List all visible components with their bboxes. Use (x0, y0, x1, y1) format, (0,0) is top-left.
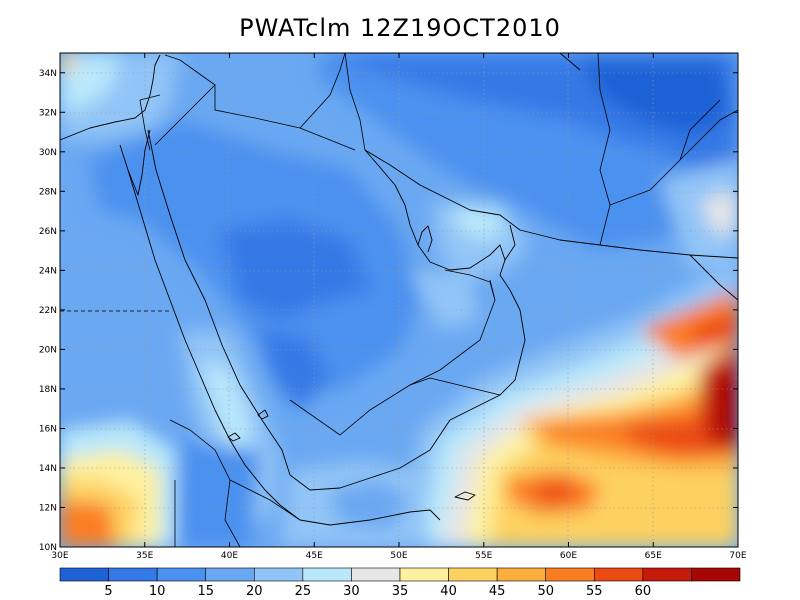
x-tick-label: 30E (51, 551, 68, 561)
colorbar-label: 45 (489, 584, 506, 599)
colorbar (59, 567, 741, 582)
coastlines (60, 53, 738, 526)
colorbar-swatch (691, 567, 741, 582)
colorbar-swatch (253, 567, 304, 582)
colorbar-label: 40 (440, 584, 457, 599)
colorbar-swatch (205, 567, 255, 582)
colorbar-swatch (108, 567, 158, 582)
y-tick-label: 16N (39, 424, 57, 434)
y-tick-label: 24N (39, 266, 57, 276)
colorbar-labels: 5 10 15 20 25 30 35 40 45 50 55 60 (104, 584, 651, 599)
axis-ticks (59, 53, 739, 548)
colorbar-label: 20 (246, 584, 263, 599)
y-tick-label: 22N (39, 306, 57, 316)
colorbar-swatch (496, 567, 547, 582)
colorbar-label: 25 (295, 584, 312, 599)
y-tick-label: 14N (39, 464, 57, 474)
colorbar-label: 50 (537, 584, 554, 599)
y-tick-label: 26N (39, 227, 57, 237)
colorbar-swatch (399, 567, 449, 582)
x-axis-labels: 30E 35E 40E 45E 50E 55E 60E 65E 70E (51, 551, 746, 561)
colorbar-label: 30 (343, 584, 360, 599)
colorbar-swatch (351, 567, 401, 582)
y-tick-label: 18N (39, 385, 57, 395)
y-tick-label: 10N (39, 543, 57, 553)
x-tick-label: 45E (306, 551, 323, 561)
colorbar-label: 55 (586, 584, 603, 599)
colorbar-swatch (156, 567, 207, 582)
x-tick-label: 40E (221, 551, 238, 561)
y-tick-label: 34N (39, 69, 57, 79)
x-tick-label: 55E (475, 551, 492, 561)
borders (60, 53, 738, 547)
pwat-field (60, 53, 738, 547)
colorbar-swatch (545, 567, 595, 582)
y-tick-label: 28N (39, 187, 57, 197)
y-tick-label: 12N (39, 503, 57, 513)
map-title: PWATclm 12Z19OCT2010 (239, 14, 561, 42)
colorbar-label: 35 (392, 584, 409, 599)
x-tick-label: 65E (645, 551, 662, 561)
colorbar-swatch (448, 567, 498, 582)
colorbar-swatch (302, 567, 352, 582)
colorbar-swatch (642, 567, 692, 582)
colorbar-label: 10 (149, 584, 166, 599)
x-tick-label: 60E (560, 551, 577, 561)
colorbar-label: 15 (197, 584, 214, 599)
x-tick-label: 50E (390, 551, 407, 561)
colorbar-swatch (59, 567, 109, 582)
y-axis-labels: 10N 12N 14N 16N 18N 20N 22N 24N 26N 28N 30N 32N 34N (39, 69, 57, 553)
y-tick-label: 32N (39, 108, 57, 118)
x-tick-label: 70E (729, 551, 746, 561)
graticule (60, 53, 738, 547)
colorbar-swatch (593, 567, 644, 582)
y-tick-label: 20N (39, 345, 57, 355)
y-tick-label: 30N (39, 148, 57, 158)
x-tick-label: 35E (136, 551, 153, 561)
colorbar-label: 5 (104, 584, 112, 599)
colorbar-label: 60 (635, 584, 652, 599)
